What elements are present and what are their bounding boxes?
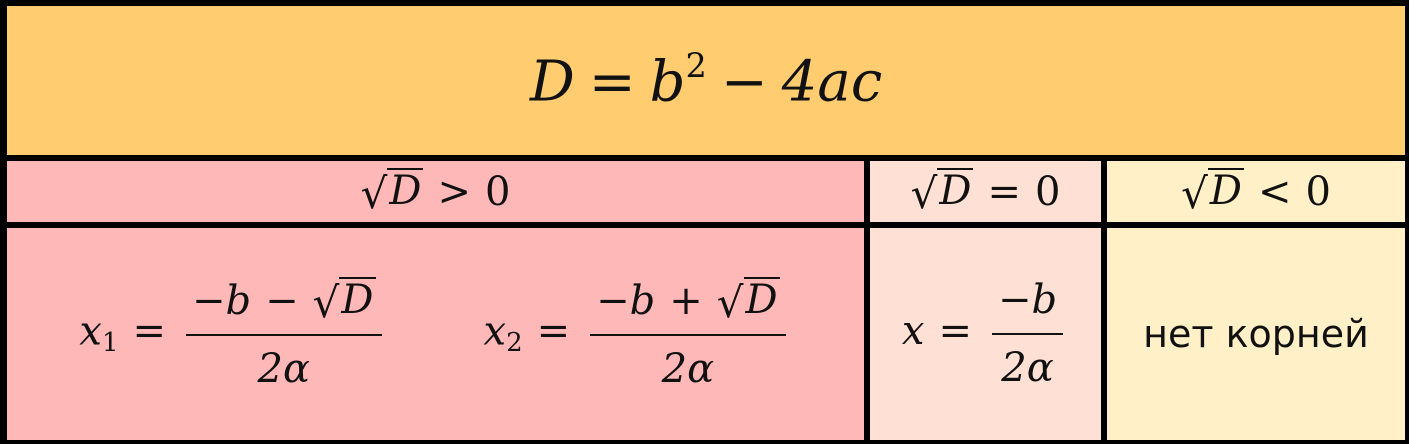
- no-roots-cell: нет корней: [1107, 228, 1405, 440]
- condition-zero: √ D = 0: [910, 168, 1061, 218]
- zero-value: 0: [484, 169, 511, 215]
- relation-sign: <: [1257, 169, 1292, 215]
- term-4ac: 4ac: [781, 49, 883, 115]
- symbol-b: b: [649, 49, 686, 115]
- root-x2-formula: x2 = −b + √ D 2α: [484, 276, 792, 392]
- single-root-fraction: −b 2α: [991, 277, 1064, 391]
- exponent: 2: [685, 46, 707, 86]
- discriminant-formula: D = b2−4ac: [530, 46, 882, 115]
- condition-zero-cell: √ D = 0: [870, 161, 1101, 222]
- root-x1-fraction: −b − √ D 2α: [186, 276, 382, 392]
- two-roots-cell: x1 = −b − √ D 2α x2 = −b + √ D 2α: [7, 228, 864, 440]
- root-x2-fraction: −b + √ D 2α: [590, 276, 786, 392]
- relation-sign: =: [987, 169, 1021, 215]
- minus-sign: −: [720, 49, 768, 115]
- sqrt-d: √ D: [360, 168, 424, 218]
- discriminant-formula-cell: D = b2−4ac: [7, 6, 1405, 155]
- single-root-formula: x = −b 2α: [902, 277, 1069, 391]
- sqrt-d: √ D: [1181, 168, 1244, 218]
- zero-value: 0: [1034, 169, 1061, 215]
- root-x1-formula: x1 = −b − √ D 2α: [79, 276, 387, 392]
- symbol-d: D: [529, 49, 575, 115]
- condition-negative: √ D <0: [1181, 168, 1331, 215]
- one-root-cell: x = −b 2α: [870, 228, 1101, 440]
- relation-sign: >: [437, 169, 471, 215]
- no-roots-label: нет корней: [1143, 312, 1369, 356]
- equals-sign: =: [588, 49, 636, 115]
- condition-negative-cell: √ D <0: [1107, 161, 1405, 222]
- condition-positive-cell: √ D >0: [7, 161, 864, 222]
- sqrt-d: √ D: [910, 168, 974, 218]
- zero-value: 0: [1305, 169, 1331, 215]
- condition-positive: √ D >0: [360, 168, 511, 218]
